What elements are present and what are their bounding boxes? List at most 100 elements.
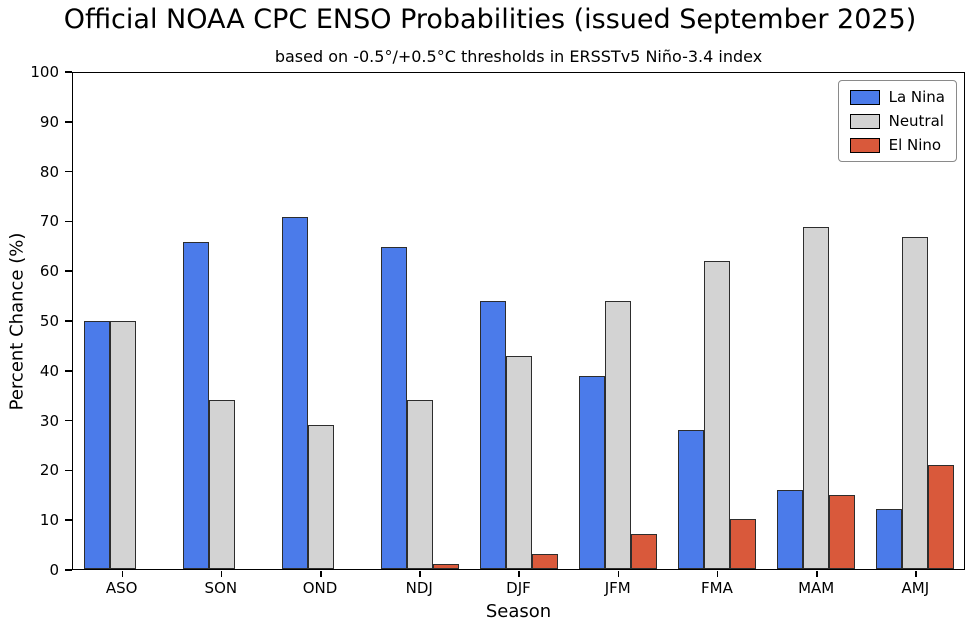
- bar-el-nino-ndj: [432, 564, 459, 569]
- y-tick-label-90: 90: [39, 112, 59, 131]
- x-tick-mark-fma: [716, 571, 719, 577]
- bar-neutral-aso: [109, 321, 136, 569]
- bar-neutral-amj: [901, 236, 928, 569]
- x-tick-jfm: JFM: [568, 570, 667, 600]
- legend-item-neutral: Neutral: [849, 112, 945, 130]
- y-tick-mark-80: [65, 170, 72, 173]
- bar-group-ond: [271, 73, 370, 569]
- y-axis: 0 10 20 30 40 50 60 70 80 90 100: [0, 63, 72, 579]
- bar-la-nina-son: [182, 241, 209, 569]
- x-tick-fma: FMA: [667, 570, 766, 600]
- bar-la-nina-aso: [83, 321, 110, 569]
- x-tick-mark-mam: [816, 571, 818, 577]
- chart-subtitle: based on -0.5°/+0.5°C thresholds in ERSS…: [274, 47, 763, 66]
- bar-el-nino-jfm: [630, 534, 657, 569]
- plot-area: La Nina Neutral El Nino: [72, 72, 965, 570]
- x-tick-label-amj: AMJ: [901, 579, 930, 597]
- x-tick-mark-jfm: [617, 571, 620, 577]
- bar-neutral-mam: [802, 226, 829, 569]
- x-axis-label: Season: [485, 601, 552, 622]
- bar-group-son: [172, 73, 271, 569]
- legend-swatch-neutral: [849, 113, 880, 129]
- legend: La Nina Neutral El Nino: [837, 80, 957, 162]
- y-tick-mark-50: [65, 320, 72, 322]
- y-tick-label-80: 80: [39, 162, 59, 181]
- y-tick-label-10: 10: [39, 511, 59, 530]
- legend-label-la-nina: La Nina: [888, 88, 945, 106]
- legend-item-el-nino: El Nino: [849, 136, 945, 154]
- y-tick-label-40: 40: [39, 361, 59, 380]
- x-tick-mark-ond: [320, 571, 322, 577]
- bar-la-nina-fma: [677, 430, 704, 569]
- x-tick-amj: AMJ: [866, 570, 965, 600]
- y-tick-label-0: 0: [49, 561, 59, 579]
- y-tick-mark-30: [65, 419, 72, 422]
- x-tick-label-fma: FMA: [701, 579, 733, 597]
- bar-neutral-djf: [505, 355, 532, 569]
- x-axis: ASO SON OND NDJ DJF JFM FMA MAM AMJ: [72, 570, 965, 600]
- bar-neutral-ndj: [406, 400, 433, 569]
- y-tick-mark-20: [65, 469, 72, 472]
- bar-group-ndj: [370, 73, 469, 569]
- y-tick-mark-100: [65, 71, 72, 73]
- bar-group-mam: [766, 73, 865, 569]
- x-tick-label-djf: DJF: [506, 579, 531, 597]
- bar-la-nina-djf: [479, 301, 506, 569]
- y-tick-label-20: 20: [39, 461, 59, 480]
- x-tick-label-jfm: JFM: [604, 579, 631, 597]
- bar-group-fma: [667, 73, 766, 569]
- bar-group-amj: [865, 73, 964, 569]
- y-tick-label-70: 70: [39, 212, 59, 231]
- x-tick-label-mam: MAM: [798, 579, 835, 597]
- bar-neutral-fma: [703, 261, 730, 569]
- y-tick-mark-70: [65, 220, 72, 223]
- bar-la-nina-amj: [875, 509, 902, 569]
- legend-swatch-la-nina: [849, 89, 880, 105]
- y-tick-label-30: 30: [39, 411, 59, 430]
- x-tick-label-ndj: NDJ: [405, 579, 433, 597]
- x-tick-mark-son: [220, 571, 223, 577]
- legend-label-el-nino: El Nino: [888, 136, 942, 154]
- y-tick-mark-40: [65, 370, 72, 372]
- legend-item-la-nina: La Nina: [849, 88, 945, 106]
- x-tick-label-aso: ASO: [105, 579, 138, 597]
- y-tick-mark-90: [65, 121, 72, 123]
- chart-title: Official NOAA CPC ENSO Probabilities (is…: [63, 4, 917, 35]
- x-tick-aso: ASO: [72, 570, 171, 600]
- x-tick-label-ond: OND: [302, 579, 338, 597]
- bar-neutral-ond: [307, 425, 334, 569]
- x-tick-son: SON: [171, 570, 270, 600]
- bar-el-nino-djf: [531, 554, 558, 569]
- y-tick-mark-60: [65, 270, 72, 272]
- bar-neutral-jfm: [604, 301, 631, 569]
- x-tick-mam: MAM: [767, 570, 866, 600]
- x-tick-ond: OND: [270, 570, 369, 600]
- x-tick-mark-djf: [518, 571, 520, 577]
- bar-group-jfm: [568, 73, 667, 569]
- bar-el-nino-mam: [828, 494, 855, 569]
- bars-container: [73, 73, 964, 569]
- bar-la-nina-ond: [281, 216, 308, 569]
- bar-la-nina-ndj: [380, 246, 407, 569]
- x-tick-mark-aso: [121, 571, 124, 577]
- bar-la-nina-mam: [776, 489, 803, 569]
- bar-el-nino-amj: [927, 464, 954, 569]
- x-tick-djf: DJF: [469, 570, 568, 600]
- bar-la-nina-jfm: [578, 375, 605, 569]
- bar-neutral-son: [208, 400, 235, 569]
- y-tick-mark-0: [65, 569, 72, 571]
- x-tick-mark-ndj: [419, 571, 421, 577]
- bar-group-djf: [469, 73, 568, 569]
- y-tick-label-60: 60: [39, 262, 59, 281]
- legend-label-neutral: Neutral: [888, 112, 944, 130]
- y-tick-label-100: 100: [30, 63, 59, 81]
- bar-el-nino-fma: [729, 519, 756, 569]
- y-tick-label-50: 50: [39, 312, 59, 330]
- x-tick-mark-amj: [915, 571, 917, 577]
- x-tick-ndj: NDJ: [370, 570, 469, 600]
- x-tick-label-son: SON: [204, 579, 238, 597]
- bar-group-aso: [73, 73, 172, 569]
- legend-swatch-el-nino: [849, 137, 880, 153]
- y-tick-mark-10: [65, 519, 72, 521]
